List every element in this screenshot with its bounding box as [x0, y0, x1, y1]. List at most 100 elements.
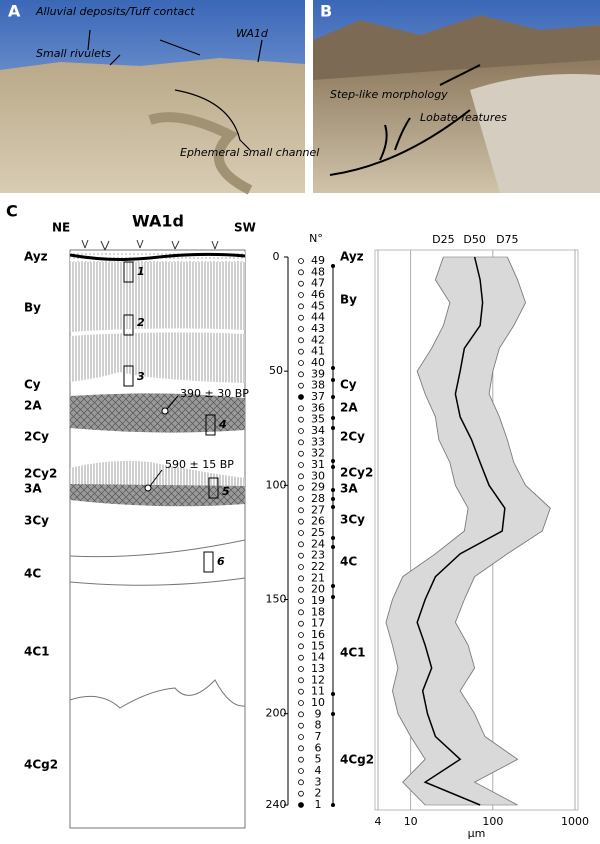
x-tick-label: 1000 — [561, 815, 589, 828]
sample-point — [298, 530, 304, 536]
sample-number: 20 — [311, 583, 325, 596]
sample-number: 23 — [311, 549, 325, 562]
photo-a-ground — [0, 58, 305, 193]
sample-point — [298, 337, 304, 344]
sample-point — [298, 382, 304, 389]
sample-number: 25 — [311, 526, 325, 539]
horizon-label: Cy — [24, 378, 41, 392]
sample-point — [298, 371, 304, 378]
sample-point — [298, 280, 304, 287]
sample-number: 4 — [315, 764, 322, 777]
sample-point — [298, 428, 304, 434]
photo-label: Step-like morphology — [330, 88, 448, 101]
horizon-label: 2Cy2 — [340, 466, 373, 480]
sample-point — [298, 643, 304, 650]
sample-point — [298, 258, 304, 264]
bracket-dot — [331, 378, 335, 382]
sample-point — [298, 348, 304, 355]
sample-number: 49 — [311, 254, 325, 267]
sample-number: 39 — [311, 367, 325, 380]
sample-point — [298, 700, 304, 706]
sample-point — [298, 711, 304, 718]
sample-point — [298, 269, 304, 276]
date-label: 390 ± 30 BP — [180, 387, 249, 400]
box-number: 4 — [218, 418, 227, 431]
panel-letter: B — [320, 2, 332, 21]
horizon-label: 4Cg2 — [24, 758, 58, 772]
horizon-label: 2Cy — [340, 430, 365, 444]
horizon-label: 4C — [24, 567, 41, 581]
sample-point — [298, 484, 304, 491]
panel-letter: C — [6, 202, 18, 221]
sample-point — [298, 688, 304, 695]
sample-number: 35 — [311, 413, 325, 426]
sample-number: 21 — [311, 571, 325, 584]
axis-label: µm — [468, 827, 486, 840]
sample-number: 8 — [315, 719, 322, 732]
box-number: 2 — [137, 316, 145, 329]
sample-number: 11 — [311, 685, 325, 698]
bracket-dot — [331, 692, 335, 696]
bracket-dot — [331, 459, 335, 463]
sample-number: 10 — [311, 696, 325, 709]
photo-label: Lobate features — [420, 111, 507, 124]
sample-number: 14 — [311, 651, 325, 664]
sample-number: 6 — [315, 741, 322, 754]
depth-tick-label: 100 — [266, 478, 287, 491]
sample-point — [298, 541, 304, 548]
sample-header: N° — [309, 232, 323, 245]
photo-a-pointers — [87, 29, 263, 151]
horizon-label: 4C — [340, 555, 357, 569]
sample-number: 18 — [311, 605, 325, 618]
photo-b-outcrop — [470, 74, 600, 193]
x-tick-label: 100 — [482, 815, 503, 828]
sample-number: 19 — [311, 594, 325, 607]
sample-point — [298, 666, 304, 672]
sample-point — [298, 314, 304, 321]
sample-point — [298, 779, 304, 786]
horizon-label: 3Cy — [24, 514, 49, 528]
sample-point — [298, 790, 304, 797]
bracket-dot — [331, 488, 335, 492]
horizon-label: Cy — [340, 378, 357, 392]
horizon-label: Ayz — [24, 250, 48, 264]
sample-point — [298, 462, 304, 468]
panel-letter: A — [8, 2, 21, 21]
sample-number: 3 — [315, 775, 322, 788]
bracket-dot — [331, 426, 335, 430]
sample-number: 41 — [311, 345, 325, 358]
sample-number: 30 — [311, 469, 325, 482]
sample-number: 31 — [311, 458, 325, 471]
bracket-dot — [331, 595, 335, 599]
sample-number: 27 — [311, 503, 325, 516]
horizon-label: 2Cy2 — [24, 467, 57, 481]
sample-number: 47 — [311, 277, 325, 290]
depth-tick-label: 240 — [266, 798, 287, 811]
sample-number: 9 — [315, 707, 322, 720]
bracket-dot — [331, 497, 335, 501]
sample-number: 2 — [315, 787, 322, 800]
horizon-label: 2A — [24, 399, 42, 413]
x-tick-label: 4 — [375, 815, 382, 828]
bracket-dot — [331, 536, 335, 540]
sample-number: 45 — [311, 299, 325, 312]
sample-number: 40 — [311, 356, 325, 369]
horizon-label: By — [24, 301, 41, 315]
sample-point — [298, 768, 304, 774]
profile-title: WA1d — [132, 212, 184, 231]
sample-point — [298, 439, 304, 446]
bracket-dot — [331, 366, 335, 370]
sample-point — [298, 802, 304, 808]
sample-point — [298, 722, 304, 729]
bracket-dot — [331, 416, 335, 420]
bracket-dot — [331, 584, 335, 588]
sample-point — [298, 620, 304, 627]
sample-point — [298, 734, 304, 740]
sample-number: 29 — [311, 481, 325, 494]
plot-frame — [374, 249, 579, 811]
sample-number: 46 — [311, 288, 325, 301]
sample-point — [298, 473, 304, 480]
sample-point — [298, 632, 304, 638]
